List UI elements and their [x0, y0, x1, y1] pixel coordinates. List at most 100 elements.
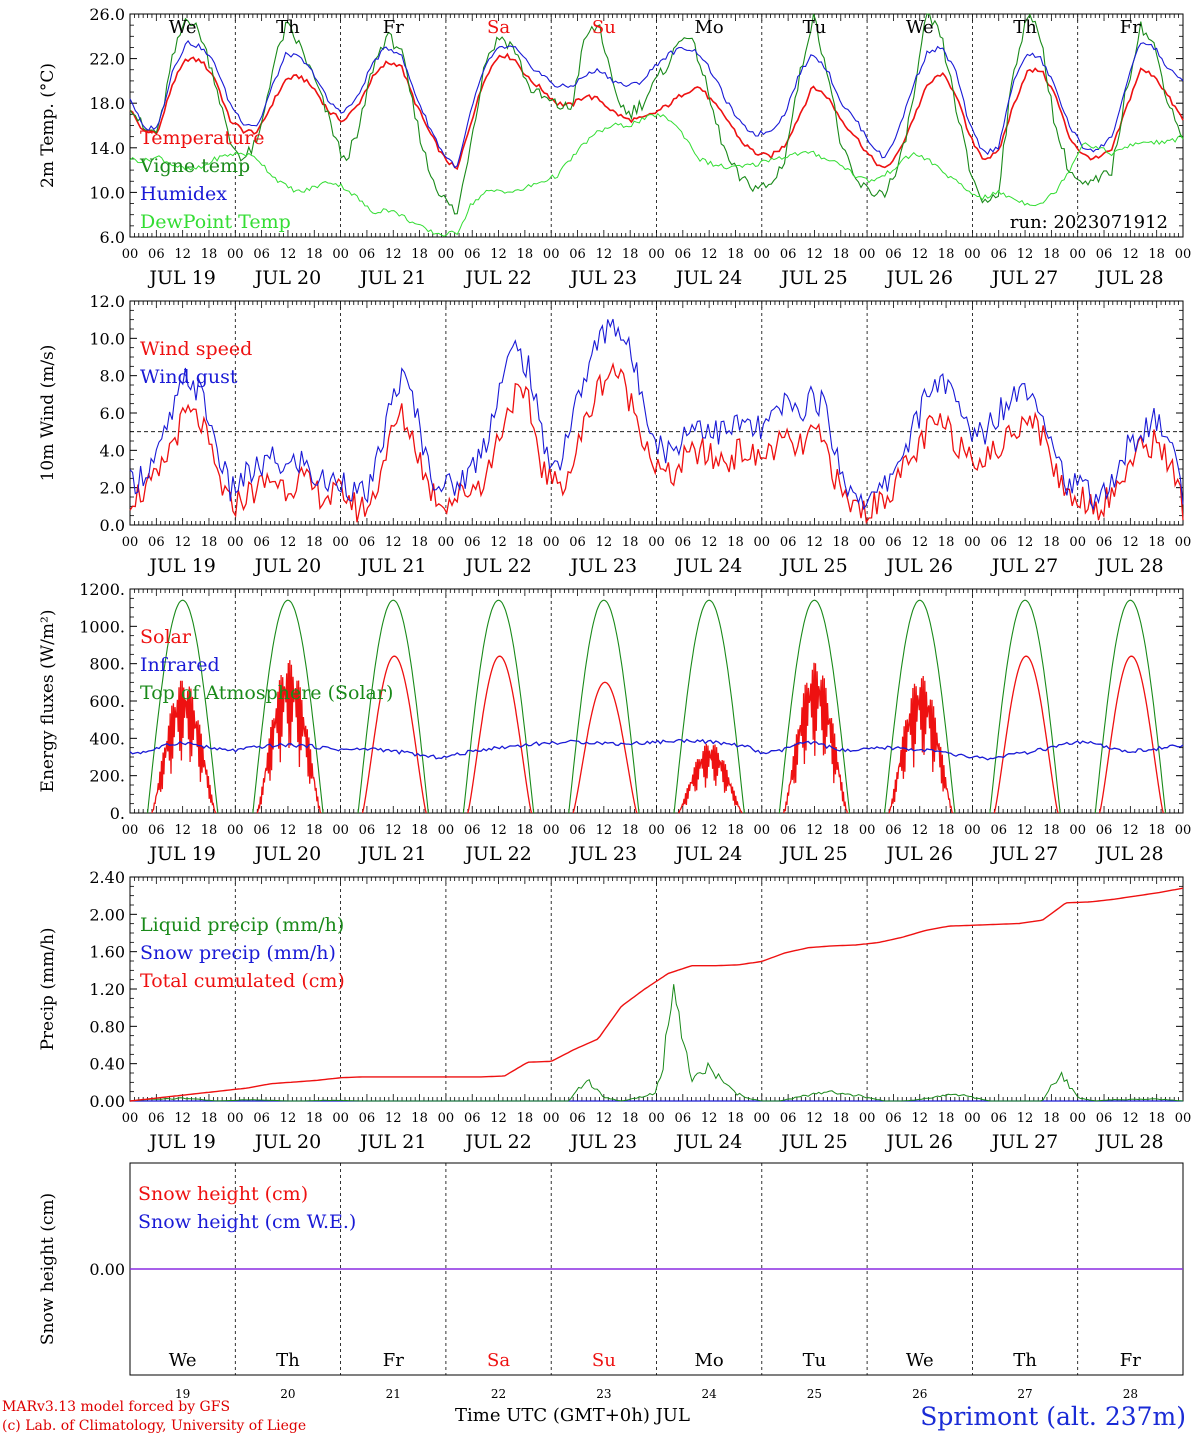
weekday-label-bottom: Su [592, 1350, 616, 1371]
weekday-label-top: We [906, 17, 934, 38]
hour-tick-label: 00 [1069, 1111, 1086, 1126]
day-number-label: 20 [280, 1387, 295, 1401]
hour-tick-label: 12 [911, 535, 928, 550]
legend-snow-height-cm-w-e-: Snow height (cm W.E.) [138, 1211, 356, 1233]
date-label: JUL 22 [463, 1131, 531, 1153]
hour-tick-label: 12 [911, 823, 928, 838]
hour-tick-label: 12 [596, 1111, 613, 1126]
hour-tick-label: 00 [648, 247, 665, 262]
hour-tick-label: 12 [385, 247, 402, 262]
hour-tick-label: 06 [359, 535, 376, 550]
hour-tick-label: 06 [464, 535, 481, 550]
hour-tick-label: 12 [385, 823, 402, 838]
weekday-label-bottom: Fr [1120, 1350, 1141, 1371]
legend-liquid-precip-mm-h-: Liquid precip (mm/h) [140, 914, 344, 936]
hour-tick-label: 18 [1043, 247, 1060, 262]
date-label: JUL 19 [147, 267, 215, 289]
hour-tick-label: 06 [885, 535, 902, 550]
weekday-label-top: Su [592, 17, 616, 38]
series-solar-day-4 [467, 655, 533, 814]
y-tick-label: 2.00 [89, 905, 125, 924]
hour-tick-label: 06 [780, 823, 797, 838]
date-label: JUL 28 [1095, 1131, 1163, 1153]
hour-tick-label: 00 [438, 535, 455, 550]
y-tick-label: 600. [89, 692, 125, 711]
date-label: JUL 27 [990, 267, 1058, 289]
hour-tick-label: 18 [411, 823, 428, 838]
hour-tick-label: 12 [1122, 1111, 1139, 1126]
hour-tick-label: 06 [675, 247, 692, 262]
y-tick-label: 0.40 [89, 1055, 125, 1074]
weekday-label-top: We [169, 17, 197, 38]
day-number-label: 21 [386, 1387, 401, 1401]
series-vigne-temp [129, 13, 1184, 215]
series-toa-day-10 [1094, 599, 1167, 814]
hour-tick-label: 12 [806, 1111, 823, 1126]
weekday-label-top: Fr [1120, 17, 1141, 38]
hour-tick-label: 18 [727, 823, 744, 838]
date-label: JUL 23 [569, 267, 637, 289]
hour-tick-label: 06 [148, 823, 165, 838]
hour-tick-label: 18 [517, 1111, 534, 1126]
day-number-label: 24 [702, 1387, 718, 1401]
hour-tick-label: 06 [1096, 247, 1113, 262]
hour-tick-label: 06 [675, 1111, 692, 1126]
hour-tick-label: 06 [990, 1111, 1007, 1126]
hour-tick-label: 12 [280, 823, 297, 838]
date-label: JUL 23 [569, 843, 637, 865]
hour-tick-label: 18 [622, 247, 639, 262]
series-solar-day-6 [677, 743, 743, 814]
legend-dewpoint-temp: DewPoint Temp [140, 211, 291, 233]
hour-tick-label: 00 [859, 823, 876, 838]
hour-tick-label: 00 [543, 535, 560, 550]
date-label: JUL 27 [990, 843, 1058, 865]
hour-tick-label: 12 [701, 247, 718, 262]
hour-tick-label: 18 [201, 247, 218, 262]
hour-tick-label: 18 [201, 535, 218, 550]
weekday-label-top: Th [276, 17, 300, 38]
hour-tick-label: 06 [148, 247, 165, 262]
hour-tick-label: 00 [438, 247, 455, 262]
hour-tick-label: 06 [780, 535, 797, 550]
hour-tick-label: 06 [780, 1111, 797, 1126]
y-tick-label: 200. [89, 767, 125, 786]
hour-tick-label: 00 [964, 823, 981, 838]
y-tick-label: 12.0 [89, 292, 125, 311]
series-toa-day-5 [568, 599, 640, 814]
date-label: JUL 21 [358, 267, 426, 289]
hour-tick-label: 12 [806, 535, 823, 550]
hour-tick-label: 06 [675, 823, 692, 838]
day-number-label: 23 [596, 1387, 611, 1401]
hour-tick-label: 00 [754, 823, 771, 838]
hour-tick-label: 06 [885, 247, 902, 262]
hour-tick-label: 18 [306, 535, 323, 550]
hour-tick-label: 12 [1017, 823, 1034, 838]
hour-tick-label: 12 [911, 247, 928, 262]
weekday-label-bottom: Fr [383, 1350, 404, 1371]
hour-tick-label: 18 [1043, 535, 1060, 550]
date-label: JUL 24 [674, 267, 742, 289]
series-toa-day-9 [989, 599, 1061, 814]
hour-tick-label: 18 [938, 1111, 955, 1126]
panel-5: 0.00 Snow height (cm) Snow height (cm) Snow… [38, 1162, 1184, 1376]
weekday-label-top: Fr [383, 17, 404, 38]
hour-tick-label: 06 [990, 247, 1007, 262]
date-label: JUL 20 [253, 843, 321, 865]
hour-tick-label: 12 [385, 535, 402, 550]
hour-tick-label: 00 [332, 247, 349, 262]
hour-tick-label: 12 [1017, 1111, 1034, 1126]
hour-tick-label: 06 [359, 247, 376, 262]
legend-humidex: Humidex [140, 183, 227, 205]
hour-tick-label: 12 [174, 823, 191, 838]
hour-tick-label: 18 [1148, 247, 1165, 262]
weekday-label-top: Th [1013, 17, 1037, 38]
y-tick-label: 1.20 [89, 980, 125, 999]
hour-tick-label: 18 [938, 535, 955, 550]
hour-tick-label: 06 [359, 823, 376, 838]
weekday-label-bottom: Th [276, 1350, 300, 1371]
y-tick-label: 22.0 [89, 50, 125, 69]
hour-tick-label: 12 [174, 1111, 191, 1126]
y-tick-label: 2.0 [100, 479, 125, 498]
y-tick-label: 400. [89, 729, 125, 748]
hour-tick-label: 00 [122, 247, 139, 262]
